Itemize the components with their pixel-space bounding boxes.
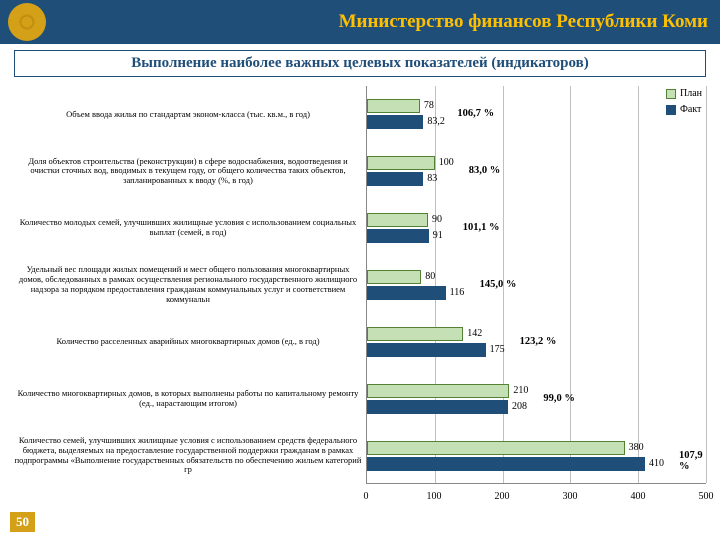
header: Министерство финансов Республики Коми [0, 0, 720, 44]
chart-container: Объем ввода жилья по стандартам эконом-к… [14, 86, 706, 502]
row-label: Количество семей, улучшивших жилищные ус… [14, 427, 362, 484]
plan-bar [367, 270, 421, 284]
page-number: 50 [10, 512, 35, 532]
gridline [638, 86, 639, 483]
row-label: Количество многоквартирных домов, в кото… [14, 370, 362, 427]
plan-bar [367, 99, 420, 113]
category-labels: Объем ввода жилья по стандартам эконом-к… [14, 86, 366, 484]
gridline [435, 86, 436, 483]
x-tick-label: 300 [563, 491, 578, 502]
plan-value: 210 [513, 385, 528, 396]
percentage-label: 107,9 % [679, 450, 706, 472]
plot-area: План Факт 78 83,2 106,7 % 10083 83,0 % 90 91 10… [366, 86, 706, 484]
x-tick-label: 100 [427, 491, 442, 502]
x-tick-label: 0 [364, 491, 369, 502]
plan-swatch [666, 89, 676, 99]
fact-bar [367, 172, 423, 186]
row-label: Доля объектов строительства (реконструкц… [14, 143, 362, 200]
plan-bar [367, 384, 509, 398]
fact-bar [367, 229, 429, 243]
row-label: Количество расселенных аварийных многокв… [14, 313, 362, 370]
plan-value: 78 [424, 100, 434, 111]
x-tick-label: 400 [631, 491, 646, 502]
fact-bar [367, 457, 645, 471]
fact-bar [367, 286, 446, 300]
fact-bar [367, 343, 486, 357]
fact-value: 410 [649, 458, 664, 469]
x-tick-label: 500 [699, 491, 714, 502]
plan-bar [367, 213, 428, 227]
percentage-label: 123,2 % [520, 336, 557, 347]
fact-value: 175 [490, 344, 505, 355]
row-label: Объем ввода жилья по стандартам эконом-к… [14, 86, 362, 143]
plan-bar [367, 156, 435, 170]
percentage-label: 99,0 % [543, 393, 575, 404]
plan-bar [367, 327, 463, 341]
plan-bar [367, 441, 625, 455]
percentage-label: 145,0 % [480, 279, 517, 290]
legend-plan: План [666, 86, 702, 102]
gridline [570, 86, 571, 483]
percentage-label: 83,0 % [469, 165, 501, 176]
fact-value: 91 [433, 230, 443, 241]
plan-value: 142 [467, 328, 482, 339]
fact-bar [367, 115, 423, 129]
plan-value: 80 [425, 271, 435, 282]
header-title: Министерство финансов Республики Коми [46, 11, 720, 33]
fact-swatch [666, 105, 676, 115]
fact-bar [367, 400, 508, 414]
row-label: Удельный вес площади жилых помещений и м… [14, 257, 362, 314]
plan-value: 100 [439, 157, 454, 168]
x-axis: 0100200300400500 [366, 486, 706, 502]
x-tick-label: 200 [495, 491, 510, 502]
percentage-label: 106,7 % [457, 108, 494, 119]
legend-fact: Факт [666, 102, 702, 118]
legend: План Факт [666, 86, 702, 118]
gridline [706, 86, 707, 483]
fact-value: 83,2 [427, 116, 445, 127]
row-label: Количество молодых семей, улучшивших жил… [14, 200, 362, 257]
fact-value: 208 [512, 401, 527, 412]
fact-value: 116 [450, 287, 465, 298]
fact-value: 83 [427, 173, 437, 184]
emblem-logo [8, 3, 46, 41]
plan-value: 380 [629, 442, 644, 453]
legend-fact-label: Факт [680, 102, 701, 118]
legend-plan-label: План [680, 86, 702, 102]
page-subtitle: Выполнение наиболее важных целевых показ… [14, 50, 706, 77]
percentage-label: 101,1 % [463, 222, 500, 233]
plan-value: 90 [432, 214, 442, 225]
